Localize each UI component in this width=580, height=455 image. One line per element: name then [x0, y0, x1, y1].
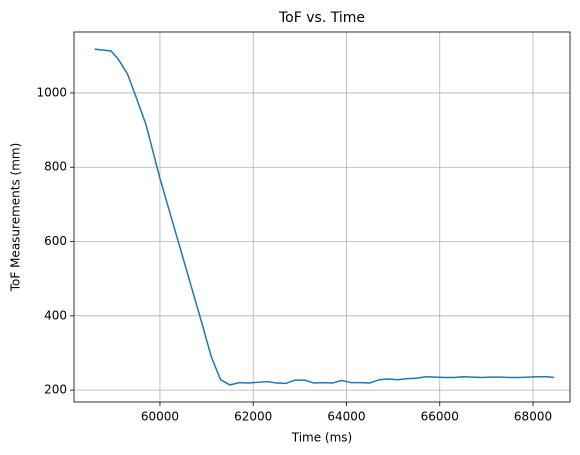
- plot-frame: [73, 31, 571, 403]
- y-tick-label: 800: [44, 160, 67, 174]
- x-tick-label: 60000: [141, 410, 179, 424]
- y-tick-label: 600: [44, 234, 67, 248]
- chart-title: ToF vs. Time: [278, 10, 365, 26]
- x-tick-label: 66000: [421, 410, 459, 424]
- x-tick-label: 62000: [234, 410, 272, 424]
- data-line: [94, 48, 555, 386]
- x-axis-label: Time (ms): [291, 431, 353, 445]
- y-tick-label: 400: [44, 308, 67, 322]
- y-axis-label: ToF Measurements (mm): [9, 143, 23, 293]
- x-tick-label: 64000: [327, 410, 365, 424]
- y-tick-label: 1000: [36, 85, 67, 99]
- y-tick-label: 200: [44, 383, 67, 397]
- x-tick-label: 68000: [514, 410, 552, 424]
